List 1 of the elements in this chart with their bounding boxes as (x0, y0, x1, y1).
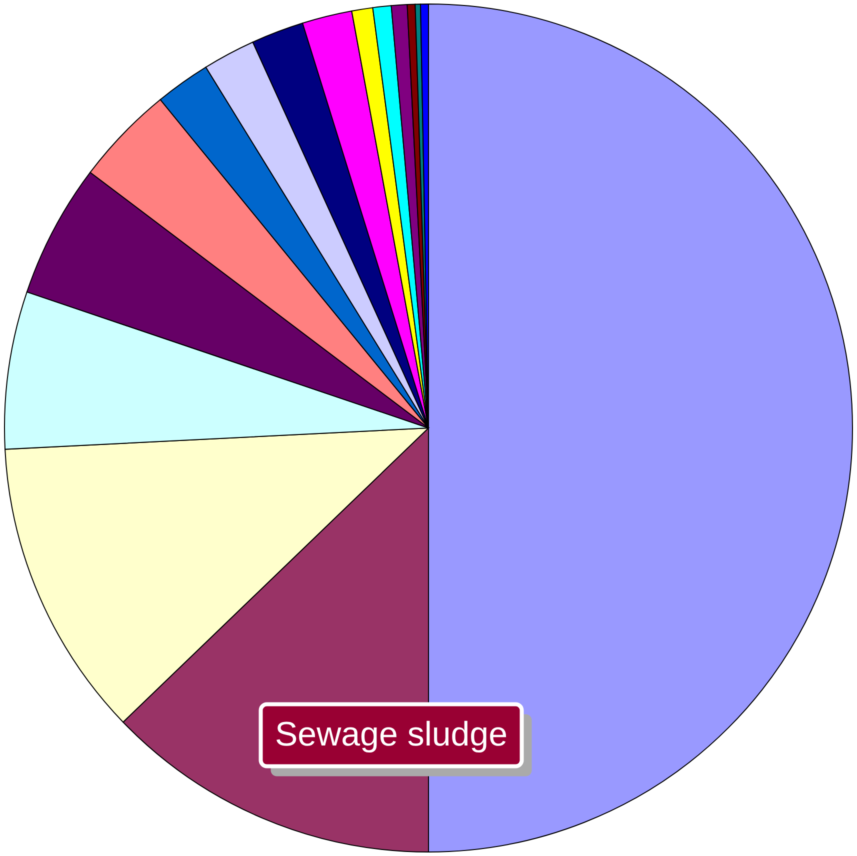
slice-label: Sewage sludge (274, 715, 508, 754)
